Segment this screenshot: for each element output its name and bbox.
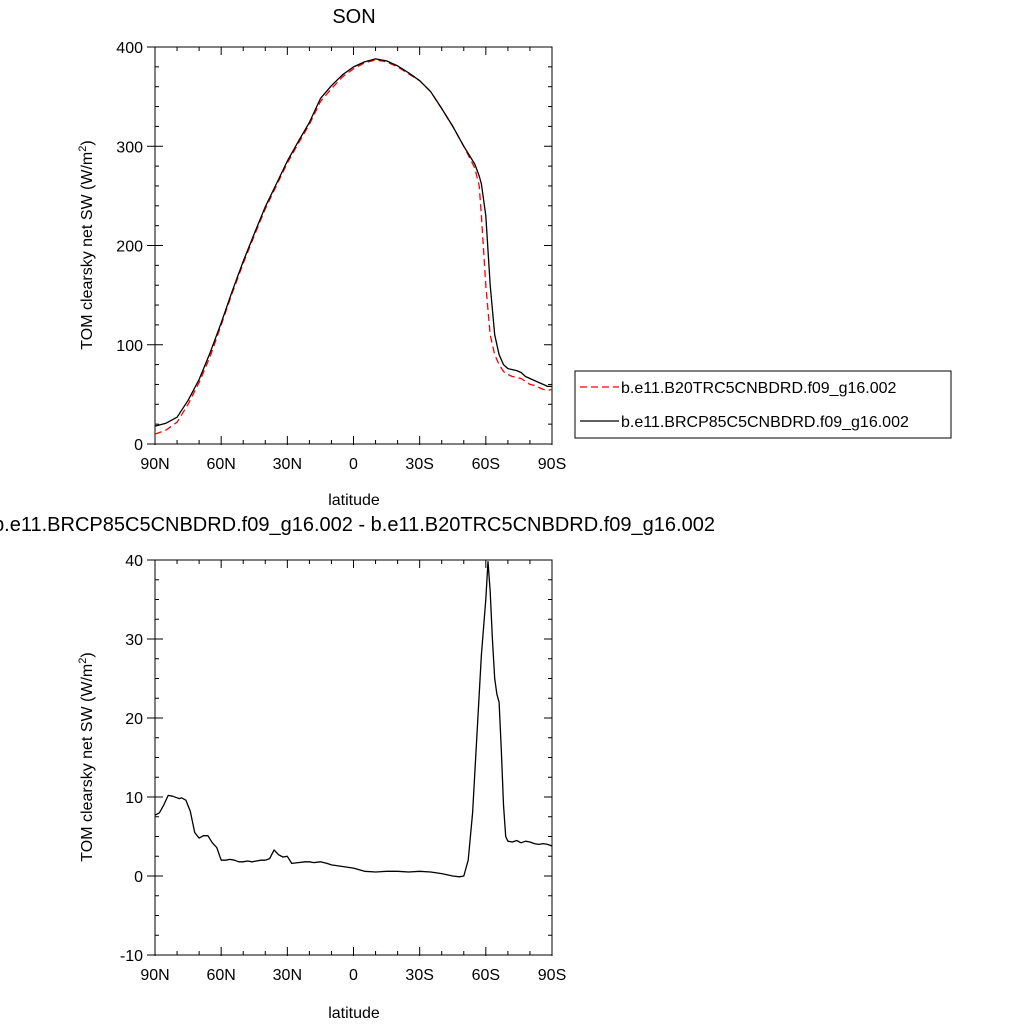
x-tick-label: 0 (349, 967, 358, 984)
x-tick-label: 90S (538, 967, 566, 984)
bottom-chart-title: b.e11.BRCP85C5CNBDRD.f09_g16.002 - b.e11… (0, 514, 715, 536)
y-tick-label: 400 (116, 40, 143, 57)
y-tick-label: 20 (125, 711, 143, 728)
x-tick-label: 60N (206, 456, 235, 473)
top-chart-title: SON (332, 6, 375, 28)
bottom-plot-frame (154, 559, 553, 956)
bottom-y-axis-label: TOM clearsky net SW (W/m2) (77, 652, 96, 861)
bottom-y-axis-label-sup: 2 (77, 658, 89, 664)
bottom-series-line-1 (154, 560, 553, 878)
x-tick-label: 30S (405, 456, 433, 473)
x-tick-label: 90N (140, 456, 169, 473)
bottom-x-axis-label: latitude (328, 1005, 380, 1022)
bottom-axis-ticks: 90N 60N 30N 0 30S 60S 90S -10 0 10 20 30 40 (120, 553, 566, 984)
legend-label-series-1: b.e11.B20TRC5CNBDRD.f09_g16.002 (621, 380, 897, 397)
y-tick-label: 0 (134, 869, 143, 886)
y-tick-label: 100 (116, 338, 143, 355)
top-y-axis-label: TOM clearsky net SW (W/m2) (77, 140, 96, 349)
x-tick-label: 60S (472, 456, 500, 473)
y-tick-label: 200 (116, 239, 143, 256)
x-tick-label: 0 (349, 456, 358, 473)
x-tick-label: 30N (273, 456, 302, 473)
y-tick-label: 0 (134, 437, 143, 454)
bottom-series-group (154, 560, 553, 878)
x-tick-label: 60S (472, 967, 500, 984)
top-plot-frame (154, 46, 553, 445)
top-series-line-2 (154, 58, 552, 427)
top-y-axis-label-sup: 2 (77, 146, 89, 152)
bottom-panel: b.e11.BRCP85C5CNBDRD.f09_g16.002 - b.e11… (0, 514, 715, 1022)
y-tick-label: 10 (125, 790, 143, 807)
y-tick-label: 40 (125, 553, 143, 570)
x-tick-label: 30N (273, 967, 302, 984)
top-panel: SON 90N 60N 30N 0 30S 60S 90S 0 100 200 300 400 lat… (77, 6, 952, 509)
top-y-axis-label-text: TOM clearsky net SW (W/m (79, 152, 96, 350)
y-tick-label: -10 (120, 948, 143, 965)
legend-label-series-2: b.e11.BRCP85C5CNBDRD.f09_g16.002 (621, 414, 909, 431)
x-tick-label: 90S (538, 456, 566, 473)
top-x-axis-label: latitude (328, 492, 380, 509)
legend-box (574, 370, 952, 439)
bottom-y-axis-label-close: ) (79, 652, 96, 657)
top-y-axis-label-close: ) (79, 140, 96, 145)
y-tick-label: 30 (125, 632, 143, 649)
bottom-y-axis-label-text: TOM clearsky net SW (W/m (79, 664, 96, 862)
top-axis-ticks: 90N 60N 30N 0 30S 60S 90S 0 100 200 300 400 (116, 40, 566, 473)
x-tick-label: 30S (405, 967, 433, 984)
y-tick-label: 300 (116, 139, 143, 156)
x-tick-label: 60N (206, 967, 235, 984)
top-series-line-1 (154, 59, 553, 435)
top-series-group (154, 58, 553, 435)
legend: b.e11.B20TRC5CNBDRD.f09_g16.002 b.e11.BR… (574, 370, 952, 439)
x-tick-label: 90N (140, 967, 169, 984)
